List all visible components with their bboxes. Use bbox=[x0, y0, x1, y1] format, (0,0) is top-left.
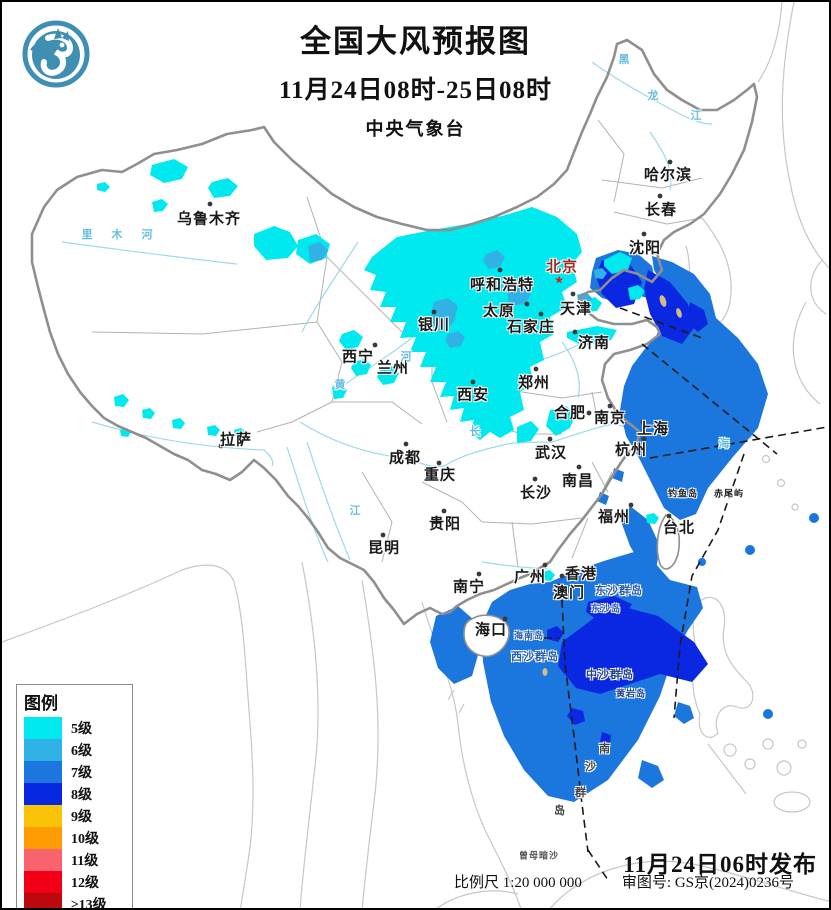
legend-label: 7级 bbox=[71, 766, 92, 781]
cma-logo bbox=[22, 20, 90, 88]
city-dot-长春 bbox=[657, 193, 663, 199]
city-dot-贵阳 bbox=[441, 508, 447, 514]
legend-row-10级: 10级 bbox=[24, 827, 132, 849]
city-dot-南宁 bbox=[476, 571, 482, 577]
legend-row-7级: 7级 bbox=[24, 761, 132, 783]
city-dot-长沙 bbox=[532, 476, 538, 482]
legend-label: 8级 bbox=[71, 788, 92, 803]
city-dot-台北 bbox=[666, 513, 672, 519]
city-dot-杭州 bbox=[641, 436, 647, 442]
map-scale: 比例尺 1:20 000 000 bbox=[454, 875, 582, 891]
city-dot-银川 bbox=[431, 309, 437, 315]
legend-swatch bbox=[24, 871, 62, 893]
city-dots bbox=[207, 159, 673, 622]
legend-swatch bbox=[24, 717, 62, 739]
city-dot-成都 bbox=[403, 441, 409, 447]
city-dot-西安 bbox=[470, 379, 476, 385]
legend-swatch bbox=[24, 761, 62, 783]
legend-swatch bbox=[24, 805, 62, 827]
legend-label: 10级 bbox=[71, 832, 99, 847]
wind-grade6 bbox=[308, 242, 607, 348]
city-dot-西宁 bbox=[372, 342, 378, 348]
legend-row-8级: 8级 bbox=[24, 783, 132, 805]
legend-row-5级: 5级 bbox=[24, 717, 132, 739]
city-dot-天津 bbox=[570, 291, 576, 297]
legend-title: 图例 bbox=[24, 694, 58, 713]
maritime-dashed-lines bbox=[518, 307, 829, 881]
city-dot-重庆 bbox=[436, 460, 442, 466]
scale-line: 比例尺 1:20 000 000 审图号: GS京(2024)0236号 bbox=[454, 871, 794, 892]
city-dot-郑州 bbox=[533, 366, 539, 372]
city-dot-石家庄 bbox=[538, 311, 544, 317]
city-dot-济南 bbox=[572, 329, 578, 335]
issued-time: 11月24日06时发布 bbox=[623, 852, 817, 877]
legend-swatch bbox=[24, 893, 62, 908]
legend-label: 6级 bbox=[71, 744, 92, 759]
review-number: 审图号: GS京(2024)0236号 bbox=[621, 875, 795, 891]
city-dot-澳门 bbox=[555, 583, 561, 589]
city-dot-南京 bbox=[607, 403, 613, 409]
city-dot-南昌 bbox=[576, 464, 582, 470]
legend-swatch bbox=[24, 827, 62, 849]
city-dot-拉萨 bbox=[218, 443, 224, 449]
city-dot-合肥 bbox=[586, 410, 592, 416]
legend-label: 5级 bbox=[71, 722, 92, 737]
city-dot-沈阳 bbox=[641, 231, 647, 237]
legend-label: ≥13级 bbox=[71, 898, 107, 910]
city-dot-武汉 bbox=[547, 436, 553, 442]
city-dot-兰州 bbox=[402, 356, 408, 362]
city-dot-哈尔滨 bbox=[667, 159, 673, 165]
city-dot-呼和浩特 bbox=[497, 267, 503, 273]
city-dot-上海 bbox=[640, 419, 646, 425]
legend-row-6级: 6级 bbox=[24, 739, 132, 761]
legend-label: 11级 bbox=[71, 854, 99, 869]
legend-row-12级: 12级 bbox=[24, 871, 132, 893]
city-dot-昆明 bbox=[380, 532, 386, 538]
legend-swatch bbox=[24, 783, 62, 805]
city-dot-海口 bbox=[502, 616, 508, 622]
major-islands bbox=[463, 514, 681, 658]
city-dot-香港 bbox=[559, 573, 565, 579]
legend-swatch bbox=[24, 849, 62, 871]
legend-row-9级: 9级 bbox=[24, 805, 132, 827]
wind-legend: 图例 5级 6级 7级 8级 9级 10级 11级 12级 ≥13级 bbox=[16, 684, 133, 910]
city-dot-广州 bbox=[542, 562, 548, 568]
legend-swatch bbox=[24, 739, 62, 761]
legend-row-≥13级: ≥13级 bbox=[24, 893, 132, 910]
legend-row-11级: 11级 bbox=[24, 849, 132, 871]
legend-label: 12级 bbox=[71, 876, 99, 891]
islet-marks bbox=[542, 295, 682, 676]
legend-rows: 5级 6级 7级 8级 9级 10级 11级 12级 ≥13级 bbox=[24, 717, 132, 910]
city-dot-太原 bbox=[524, 301, 530, 307]
province-borders bbox=[91, 119, 703, 568]
city-dot-福州 bbox=[628, 502, 634, 508]
city-dot-乌鲁木齐 bbox=[207, 201, 213, 207]
legend-label: 9级 bbox=[71, 810, 92, 825]
wind-grade5 bbox=[97, 159, 659, 581]
china-border bbox=[30, 38, 759, 626]
rivers bbox=[61, 61, 713, 570]
